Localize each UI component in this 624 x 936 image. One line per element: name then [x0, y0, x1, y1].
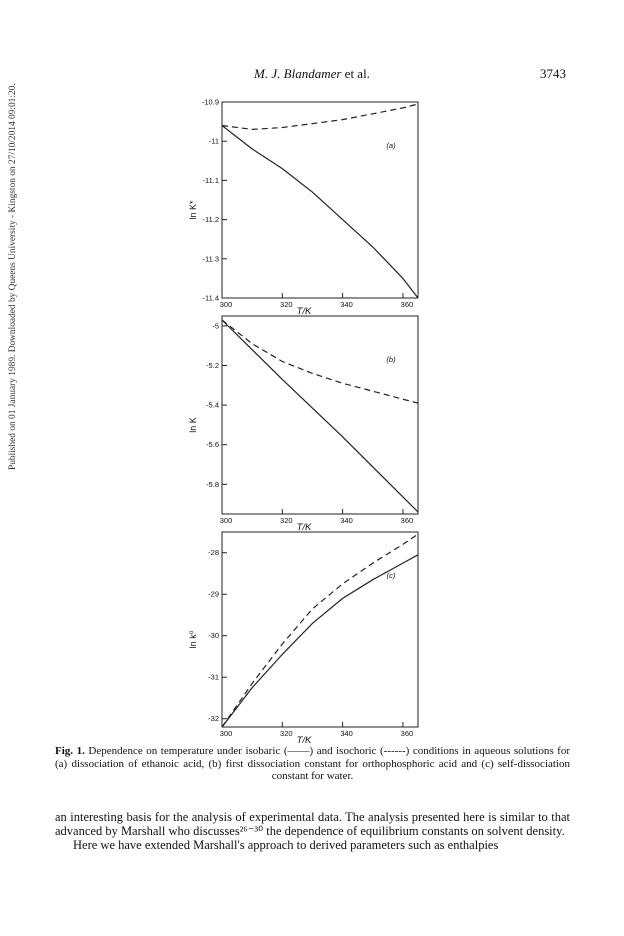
caption-text: Dependence on temperature under isobaric… — [55, 745, 570, 782]
panel-c-x-tick-label: 340 — [340, 729, 353, 738]
panel-a-y-tick-label: -11.4 — [202, 294, 219, 303]
panel-b-x-tick-label: 300 — [220, 516, 233, 525]
panel-a-x-tick-label: 320 — [280, 300, 293, 309]
figure-caption: Fig. 1. Dependence on temperature under … — [55, 745, 570, 783]
running-head-authors: M. J. Blandamer — [254, 66, 342, 81]
panel-b-y-tick-label: -5.2 — [206, 361, 219, 370]
panel-c-y-tick-label: -29 — [208, 590, 219, 599]
panel-c-series-dashed — [221, 533, 419, 728]
panel-a-y-tick-label: -11.1 — [202, 176, 219, 185]
panel-a-frame — [221, 101, 419, 299]
panel-b-frame — [221, 315, 419, 515]
panel-a-y-tick-label: -11.2 — [202, 215, 219, 224]
body-paragraph-2: Here we have extended Marshall's approac… — [73, 838, 499, 852]
panel-b-panel-label: (b) — [386, 355, 396, 364]
panel-a-x-axis-label: T/K — [297, 306, 312, 317]
panel-c-y-axis-label: ln k⁰ — [188, 630, 198, 648]
panel-a-y-tick-label: -11.3 — [202, 254, 219, 263]
panel-a-y-tick-label: -10.9 — [202, 98, 219, 107]
panel-c-y-tick-label: -30 — [208, 631, 219, 640]
panel-c-x-axis-label: T/K — [297, 735, 312, 745]
panel-b-y-tick-label: -5.4 — [206, 401, 219, 410]
panel-c-panel-label: (c) — [387, 571, 396, 580]
panel-c-x-tick-label: 320 — [280, 729, 293, 738]
panel-a-x-tick-label: 340 — [340, 300, 353, 309]
panel-c-x-tick-label: 360 — [401, 729, 414, 738]
figure-1: 300 320 340 360 -10.9 -11 -11.1 -11.2 -11.3 -11.4… — [188, 98, 419, 745]
panel-b-series-dashed — [221, 319, 419, 404]
panel-b-x-tick-label: 360 — [401, 516, 414, 525]
panel-a-panel-label: (a) — [386, 141, 396, 150]
running-head-etal: et al. — [341, 66, 370, 81]
panel-b-x-tick-label: 320 — [280, 516, 293, 525]
panel-c-x-tick-label: 300 — [220, 729, 233, 738]
panel-a-x-tick-label: 300 — [220, 300, 233, 309]
panel-a-y-tick-label: -11 — [209, 137, 219, 146]
panel-b-x-axis-label: T/K — [297, 522, 312, 533]
running-head: M. J. Blandamer et al. — [0, 66, 624, 82]
panel-b-y-tick-label: -5 — [212, 321, 219, 330]
panel-b-y-axis-label: ln K — [188, 417, 198, 433]
page-number: 3743 — [540, 66, 566, 81]
panel-b-y-tick-label: -5.8 — [206, 480, 219, 489]
body-text: an interesting basis for the analysis of… — [55, 810, 570, 852]
panel-b-series-solid — [221, 319, 419, 513]
panel-a-y-axis-label: ln K* — [188, 200, 198, 220]
panel-a-x-tick-label: 360 — [401, 300, 414, 309]
body-paragraph-1: an interesting basis for the analysis of… — [55, 810, 570, 838]
panel-c-series-solid — [221, 554, 419, 728]
panel-b-y-tick-label: -5.6 — [206, 440, 219, 449]
panel-c-y-tick-label: -31 — [208, 673, 219, 682]
panel-c-y-tick-label: -28 — [208, 548, 219, 557]
panel-b-x-tick-label: 340 — [340, 516, 353, 525]
caption-label: Fig. 1. — [55, 745, 85, 757]
panel-a-series-solid — [221, 125, 419, 299]
panel-a-series-dashed — [221, 103, 419, 131]
panel-c-frame — [221, 531, 419, 728]
panel-c-y-tick-label: -32 — [208, 714, 219, 723]
